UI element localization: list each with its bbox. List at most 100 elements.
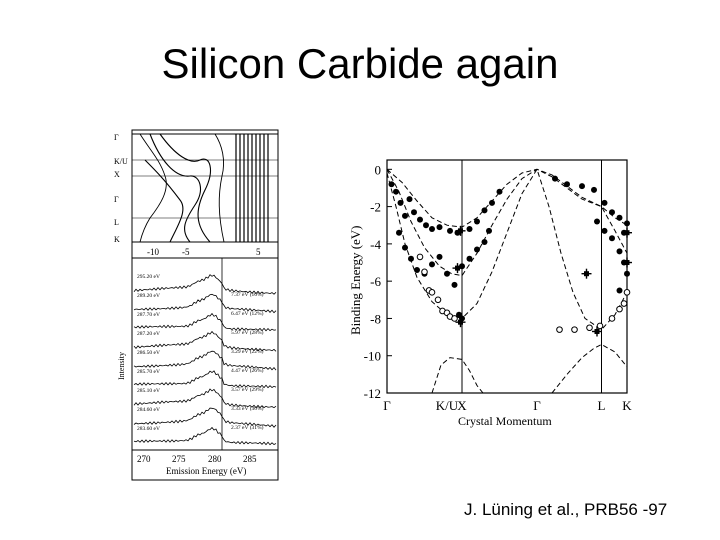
- peak-label: 5.97 eV (28%): [231, 329, 264, 336]
- excitation-label: 284.60 eV: [137, 407, 160, 413]
- spectra-xtick: 280: [208, 454, 222, 464]
- spectra-xtick: 270: [137, 454, 151, 464]
- data-point-open: [556, 326, 563, 333]
- y-tick-label: -8: [370, 311, 381, 326]
- band-ylabel: L: [114, 218, 119, 227]
- band-curve: [386, 168, 628, 331]
- peak-label: 3.57 eV (29%): [231, 386, 264, 393]
- data-point-filled: [616, 214, 623, 221]
- data-point-filled: [402, 212, 408, 219]
- data-point-open: [421, 268, 428, 276]
- band-curve: [386, 168, 628, 277]
- y-tick-label: 0: [375, 162, 382, 177]
- data-point-open: [428, 289, 436, 296]
- spectra-xlabel: Emission Energy (eV): [166, 466, 246, 476]
- citation: J. Lüning et al., PRB56 -97: [464, 500, 668, 519]
- data-point-filled: [388, 181, 395, 188]
- data-point-filled: [423, 222, 429, 229]
- data-point-filled: [496, 188, 503, 195]
- data-point-filled: [474, 246, 480, 253]
- data-point-filled: [591, 186, 597, 193]
- data-point-cross: [452, 263, 463, 274]
- x-tick-label: L: [598, 398, 606, 413]
- data-point-filled: [624, 270, 630, 277]
- data-point-filled: [474, 218, 480, 225]
- excitation-label: 287.70 eV: [137, 312, 160, 318]
- data-point-filled: [489, 199, 495, 206]
- peak-label: 3.29 eV (22%): [231, 348, 264, 355]
- band-ylabel: X: [114, 170, 120, 179]
- band-xtick: -10: [147, 247, 159, 257]
- data-point-cross: [622, 227, 632, 238]
- data-point-open: [620, 300, 628, 307]
- spectrum-trace: [133, 274, 277, 295]
- data-point-filled: [481, 239, 488, 246]
- data-point-cross: [455, 225, 466, 236]
- spectra-ylabel: Intensity: [117, 352, 126, 380]
- data-point-open: [416, 253, 424, 261]
- excitation-label: 285.10 eV: [137, 388, 160, 394]
- peak-label: 3.33 eV (30%): [231, 405, 264, 412]
- x-tick-label: K: [622, 398, 632, 413]
- band-ylabel: Γ: [114, 195, 119, 204]
- spectrum-trace: [133, 330, 277, 352]
- slide-title: Silicon Carbide again: [161, 40, 559, 87]
- band-ylabel: K/U: [114, 157, 128, 166]
- band-panel: Γ K/U X Γ LK -10 -5 5: [114, 133, 279, 257]
- data-point-open: [451, 315, 458, 322]
- band-curve: [386, 168, 628, 228]
- data-point-open: [623, 289, 631, 296]
- peak-label: 4.47 eV (26%): [231, 367, 264, 374]
- band-ylabel: K: [114, 235, 120, 244]
- y-tick-label: -2: [370, 200, 381, 215]
- data-point-filled: [447, 227, 453, 234]
- data-point-filled: [466, 255, 473, 262]
- data-point-filled: [429, 225, 435, 232]
- excitation-label: 283.60 eV: [137, 426, 160, 432]
- data-point-filled: [609, 235, 615, 242]
- data-point-filled: [466, 225, 473, 232]
- data-point-open: [596, 322, 604, 330]
- data-point-cross: [622, 257, 632, 268]
- data-point-filled: [552, 175, 558, 182]
- band-ylabel: Γ: [114, 133, 119, 142]
- data-point-filled: [397, 199, 404, 206]
- spectrum-trace: [133, 312, 277, 332]
- data-point-filled: [579, 183, 585, 190]
- band-curve: [551, 343, 628, 394]
- data-point-cross: [581, 268, 592, 279]
- peak-label: 6.47 eV (12%): [231, 310, 264, 317]
- band-xtick: 5: [256, 247, 261, 257]
- data-point-open: [616, 305, 623, 313]
- spectrum-trace: [133, 370, 277, 389]
- excitation-label: 285.70 eV: [137, 369, 160, 375]
- chart-ylabel: Binding Energy (eV): [348, 225, 363, 335]
- data-point-filled: [616, 287, 623, 294]
- x-tick-label: X: [457, 398, 467, 413]
- data-point-cross: [455, 317, 466, 328]
- spectra-panel: 295.20 eV 289.20 eV 287.70 eV 287.20 eV 286.…: [117, 257, 279, 476]
- y-tick-label: -6: [370, 274, 381, 289]
- spectra-xtick: 275: [172, 454, 186, 464]
- data-point-filled: [417, 216, 423, 223]
- peak-label: 7.37 eV (16%): [231, 291, 264, 298]
- data-point-open: [571, 326, 578, 333]
- data-point-open: [434, 296, 442, 304]
- peak-label: 2.37 eV (31%): [231, 424, 264, 431]
- data-point-filled: [436, 224, 443, 231]
- band-curve: [431, 357, 484, 394]
- plot-frame: [386, 159, 628, 394]
- data-point-filled: [414, 266, 420, 273]
- data-point-filled: [481, 207, 488, 214]
- data-point-filled: [429, 261, 435, 268]
- data-point-open: [608, 315, 616, 322]
- x-tick-label: Γ: [383, 398, 391, 413]
- band-xtick: -5: [182, 247, 190, 257]
- data-point-filled: [609, 209, 615, 216]
- data-point-filled: [624, 220, 630, 227]
- y-tick-label: -12: [364, 386, 381, 401]
- excitation-label: 287.20 eV: [137, 331, 160, 337]
- data-point-open: [586, 324, 593, 332]
